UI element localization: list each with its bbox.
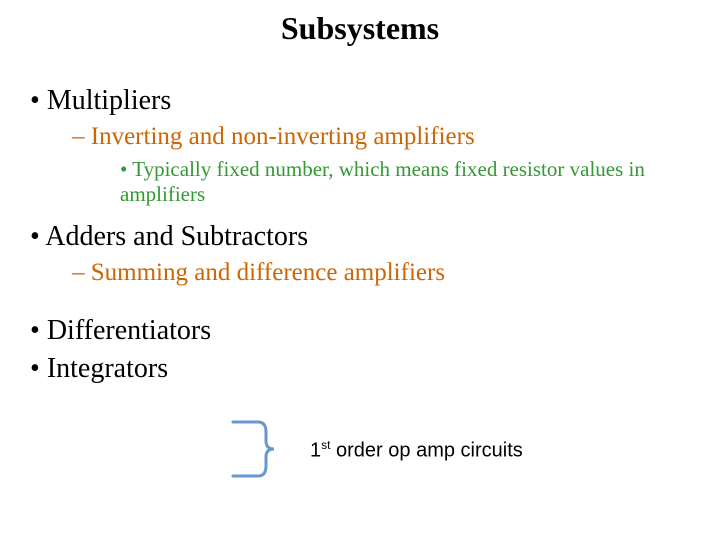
bracket-path (233, 422, 274, 476)
bullet-multipliers: Multipliers (30, 85, 720, 117)
bullet-adders: Adders and Subtractors (30, 221, 720, 253)
bullet-differentiators: Differentiators (30, 315, 720, 347)
slide-title: Subsystems (0, 0, 720, 47)
sub-multipliers: Inverting and non-inverting amplifiers (72, 123, 720, 151)
note-rest: order op amp circuits (330, 440, 522, 462)
sub-adders: Summing and difference amplifiers (72, 259, 720, 287)
curly-bracket (228, 417, 278, 481)
detail-multipliers: Typically fixed number, which means fixe… (120, 157, 680, 207)
order-note: 1st order op amp circuits (310, 438, 523, 463)
spacer (0, 207, 720, 221)
spacer (0, 47, 720, 85)
spacer (0, 287, 720, 315)
note-prefix: 1 (310, 440, 321, 462)
bullet-integrators: Integrators (30, 353, 720, 385)
